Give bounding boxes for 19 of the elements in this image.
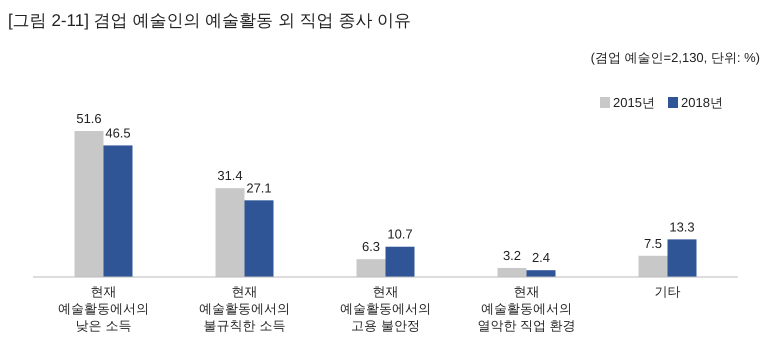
data-label: 6.3	[362, 239, 380, 254]
x-tick-label: 기타	[654, 284, 680, 299]
data-label: 27.1	[246, 180, 272, 196]
x-tick-label: 현재 예술활동에서의 불규칙한 소득	[199, 284, 290, 333]
x-tick-label: 현재 예술활동에서의 낮은 소득	[58, 284, 149, 333]
data-label: 2.4	[532, 250, 550, 266]
chart-subtitle: (겸업 예술인=2,130, 단위: %)	[590, 50, 760, 65]
data-label: 31.4	[217, 168, 243, 184]
legend-label: 2018년	[681, 95, 723, 110]
x-tick-label: 현재 예술활동에서의 열악한 직업 환경	[477, 284, 576, 333]
data-label: 46.5	[105, 125, 131, 140]
legend-label: 2015년	[613, 95, 655, 110]
data-label: 10.7	[387, 226, 413, 242]
chart-title: [그림 2-11] 겸업 예술인의 예술활동 외 직업 종사 이유	[8, 11, 411, 30]
data-label: 51.6	[76, 111, 102, 126]
data-label: 7.5	[644, 236, 662, 251]
data-label: 13.3	[669, 219, 695, 234]
data-label: 3.2	[502, 248, 522, 263]
x-tick-label: 현재 예술활동에서의 고용 불안정	[340, 284, 431, 333]
